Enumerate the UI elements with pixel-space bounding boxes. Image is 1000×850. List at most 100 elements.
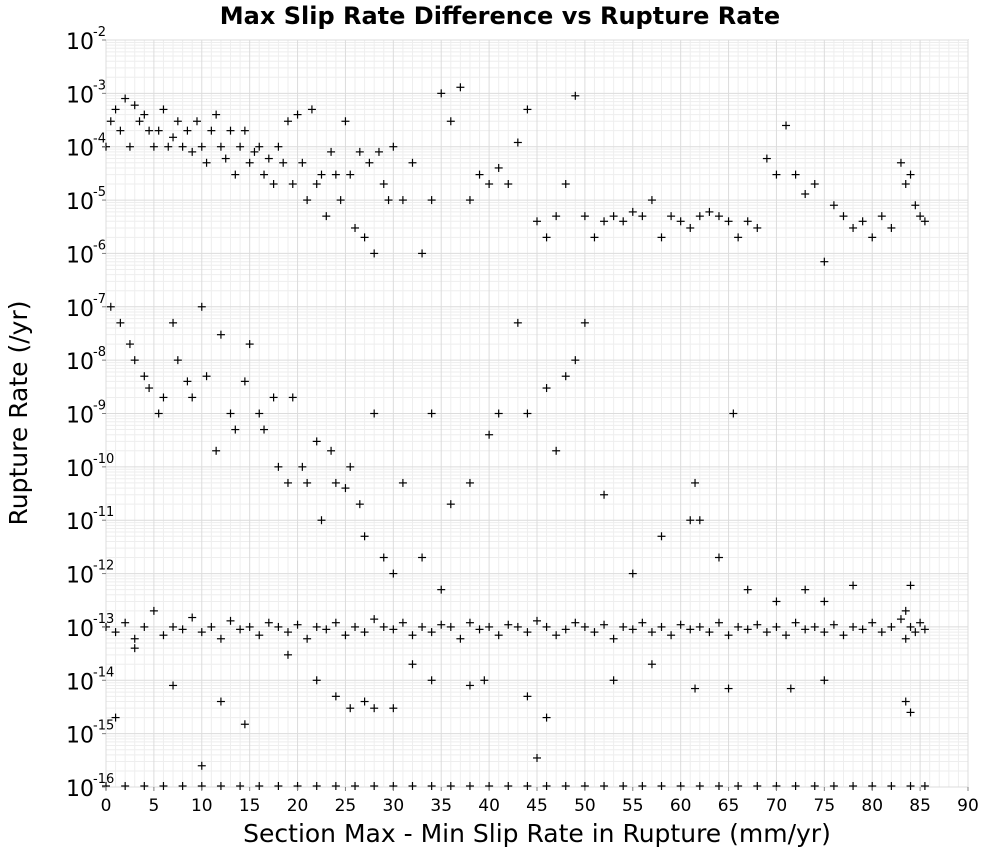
data-point bbox=[676, 217, 685, 226]
x-tick-label: 35 bbox=[430, 796, 452, 816]
data-point bbox=[691, 684, 700, 693]
data-point bbox=[667, 212, 676, 221]
data-point bbox=[446, 782, 455, 790]
data-point bbox=[911, 628, 920, 637]
data-point bbox=[226, 126, 235, 135]
data-point bbox=[116, 318, 125, 327]
data-point bbox=[494, 163, 503, 172]
data-point bbox=[446, 500, 455, 509]
data-point bbox=[188, 393, 197, 402]
data-point bbox=[734, 782, 743, 790]
data-point bbox=[255, 409, 264, 418]
data-point bbox=[906, 708, 915, 717]
data-point bbox=[849, 782, 858, 790]
data-point bbox=[408, 660, 417, 669]
y-tick-label: 10 bbox=[66, 404, 94, 429]
data-point bbox=[207, 126, 216, 135]
data-point bbox=[197, 142, 206, 151]
data-point bbox=[202, 372, 211, 381]
data-point bbox=[523, 782, 532, 790]
data-point bbox=[801, 585, 810, 594]
data-point bbox=[638, 212, 647, 221]
data-point bbox=[154, 409, 163, 418]
x-tick-label: 40 bbox=[478, 796, 500, 816]
data-point bbox=[475, 625, 484, 634]
data-point bbox=[887, 223, 896, 232]
data-point bbox=[714, 553, 723, 562]
data-point bbox=[810, 180, 819, 189]
data-point bbox=[619, 782, 628, 790]
x-tick-label: 70 bbox=[766, 796, 788, 816]
data-point bbox=[465, 618, 474, 627]
data-point bbox=[810, 622, 819, 631]
data-point bbox=[169, 681, 178, 690]
data-point bbox=[695, 212, 704, 221]
data-point bbox=[729, 409, 738, 418]
data-point bbox=[408, 631, 417, 640]
x-tick-label: 30 bbox=[383, 796, 405, 816]
data-point bbox=[753, 620, 762, 629]
data-point bbox=[916, 618, 925, 627]
data-point bbox=[216, 697, 225, 706]
data-point bbox=[868, 233, 877, 242]
data-point bbox=[657, 532, 666, 541]
data-point bbox=[121, 94, 130, 103]
data-point bbox=[159, 631, 168, 640]
data-point bbox=[398, 618, 407, 627]
data-point bbox=[312, 437, 321, 446]
data-point bbox=[571, 91, 580, 100]
data-point bbox=[140, 372, 149, 381]
data-point bbox=[178, 625, 187, 634]
data-point bbox=[192, 117, 201, 126]
data-point bbox=[341, 484, 350, 493]
data-point bbox=[724, 217, 733, 226]
data-point bbox=[609, 676, 618, 685]
data-point bbox=[370, 704, 379, 713]
data-point bbox=[331, 170, 340, 179]
data-point bbox=[279, 158, 288, 167]
data-point bbox=[868, 618, 877, 627]
data-point bbox=[628, 569, 637, 578]
data-point bbox=[389, 569, 398, 578]
data-point bbox=[360, 628, 369, 637]
data-point bbox=[906, 581, 915, 590]
y-tick-exponent: -9 bbox=[93, 399, 106, 414]
y-tick-exponent: -13 bbox=[93, 612, 114, 627]
data-point bbox=[791, 170, 800, 179]
x-axis-label: Section Max - Min Slip Rate in Rupture (… bbox=[243, 819, 831, 848]
data-point bbox=[513, 622, 522, 631]
data-point bbox=[480, 676, 489, 685]
data-point bbox=[140, 110, 149, 119]
data-point bbox=[839, 212, 848, 221]
data-point bbox=[600, 620, 609, 629]
data-point bbox=[240, 126, 249, 135]
data-point bbox=[298, 158, 307, 167]
data-point bbox=[312, 622, 321, 631]
data-point bbox=[360, 697, 369, 706]
y-tick-exponent: -14 bbox=[93, 665, 114, 680]
data-point bbox=[303, 196, 312, 205]
data-point bbox=[676, 620, 685, 629]
data-point bbox=[111, 628, 120, 637]
data-point bbox=[714, 212, 723, 221]
data-point bbox=[236, 782, 245, 790]
y-tick-label: 10 bbox=[66, 617, 94, 642]
data-point bbox=[231, 425, 240, 434]
data-point bbox=[782, 121, 791, 130]
data-point bbox=[427, 782, 436, 790]
data-point bbox=[896, 158, 905, 167]
x-tick-label: 90 bbox=[957, 796, 979, 816]
x-tick-label: 80 bbox=[861, 796, 883, 816]
x-tick-label: 25 bbox=[335, 796, 357, 816]
data-point bbox=[145, 384, 154, 393]
data-point bbox=[283, 628, 292, 637]
data-point bbox=[695, 782, 704, 790]
data-point bbox=[130, 356, 139, 365]
data-point bbox=[255, 631, 264, 640]
data-point bbox=[743, 585, 752, 594]
data-point bbox=[734, 233, 743, 242]
data-point bbox=[298, 462, 307, 471]
data-point bbox=[523, 409, 532, 418]
data-point bbox=[782, 631, 791, 640]
data-point bbox=[221, 154, 230, 163]
